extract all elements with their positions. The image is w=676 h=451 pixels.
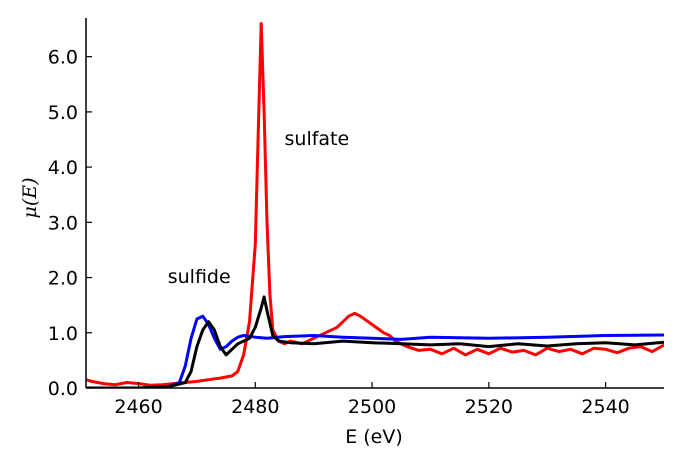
series-line-1 [86, 314, 664, 388]
series-line-2 [86, 295, 664, 388]
series-line-0 [86, 22, 664, 387]
y-tick-label: 2.0 [48, 268, 78, 290]
annotation-sulfide: sulfide [168, 266, 231, 288]
y-tick-label: 6.0 [48, 47, 78, 69]
y-tick-label: 0.0 [48, 378, 78, 400]
x-tick-label: 2540 [581, 396, 629, 418]
y-tick-label: 1.0 [48, 323, 78, 345]
annotations: sulfate sulfide [168, 128, 349, 288]
y-axis-label: μ(E) [19, 177, 41, 218]
axes [85, 18, 664, 389]
y-tick-label: 3.0 [48, 212, 78, 234]
y-tick-label: 4.0 [48, 157, 78, 179]
annotation-sulfate: sulfate [285, 128, 350, 150]
x-axis-label: E (eV) [345, 426, 403, 448]
series-layer [86, 22, 664, 388]
x-tick-label: 2480 [231, 396, 279, 418]
y-tick-label: 5.0 [48, 102, 78, 124]
x-tick-label: 2500 [348, 396, 396, 418]
x-tick-label: 2520 [465, 396, 513, 418]
labels: E (eV) μ(E) [19, 177, 403, 448]
ticks: 2460 2480 2500 2520 2540 0.0 1.0 2.0 3.0 4.0 5.0 6.… [48, 47, 630, 418]
x-tick-label: 2460 [114, 396, 162, 418]
